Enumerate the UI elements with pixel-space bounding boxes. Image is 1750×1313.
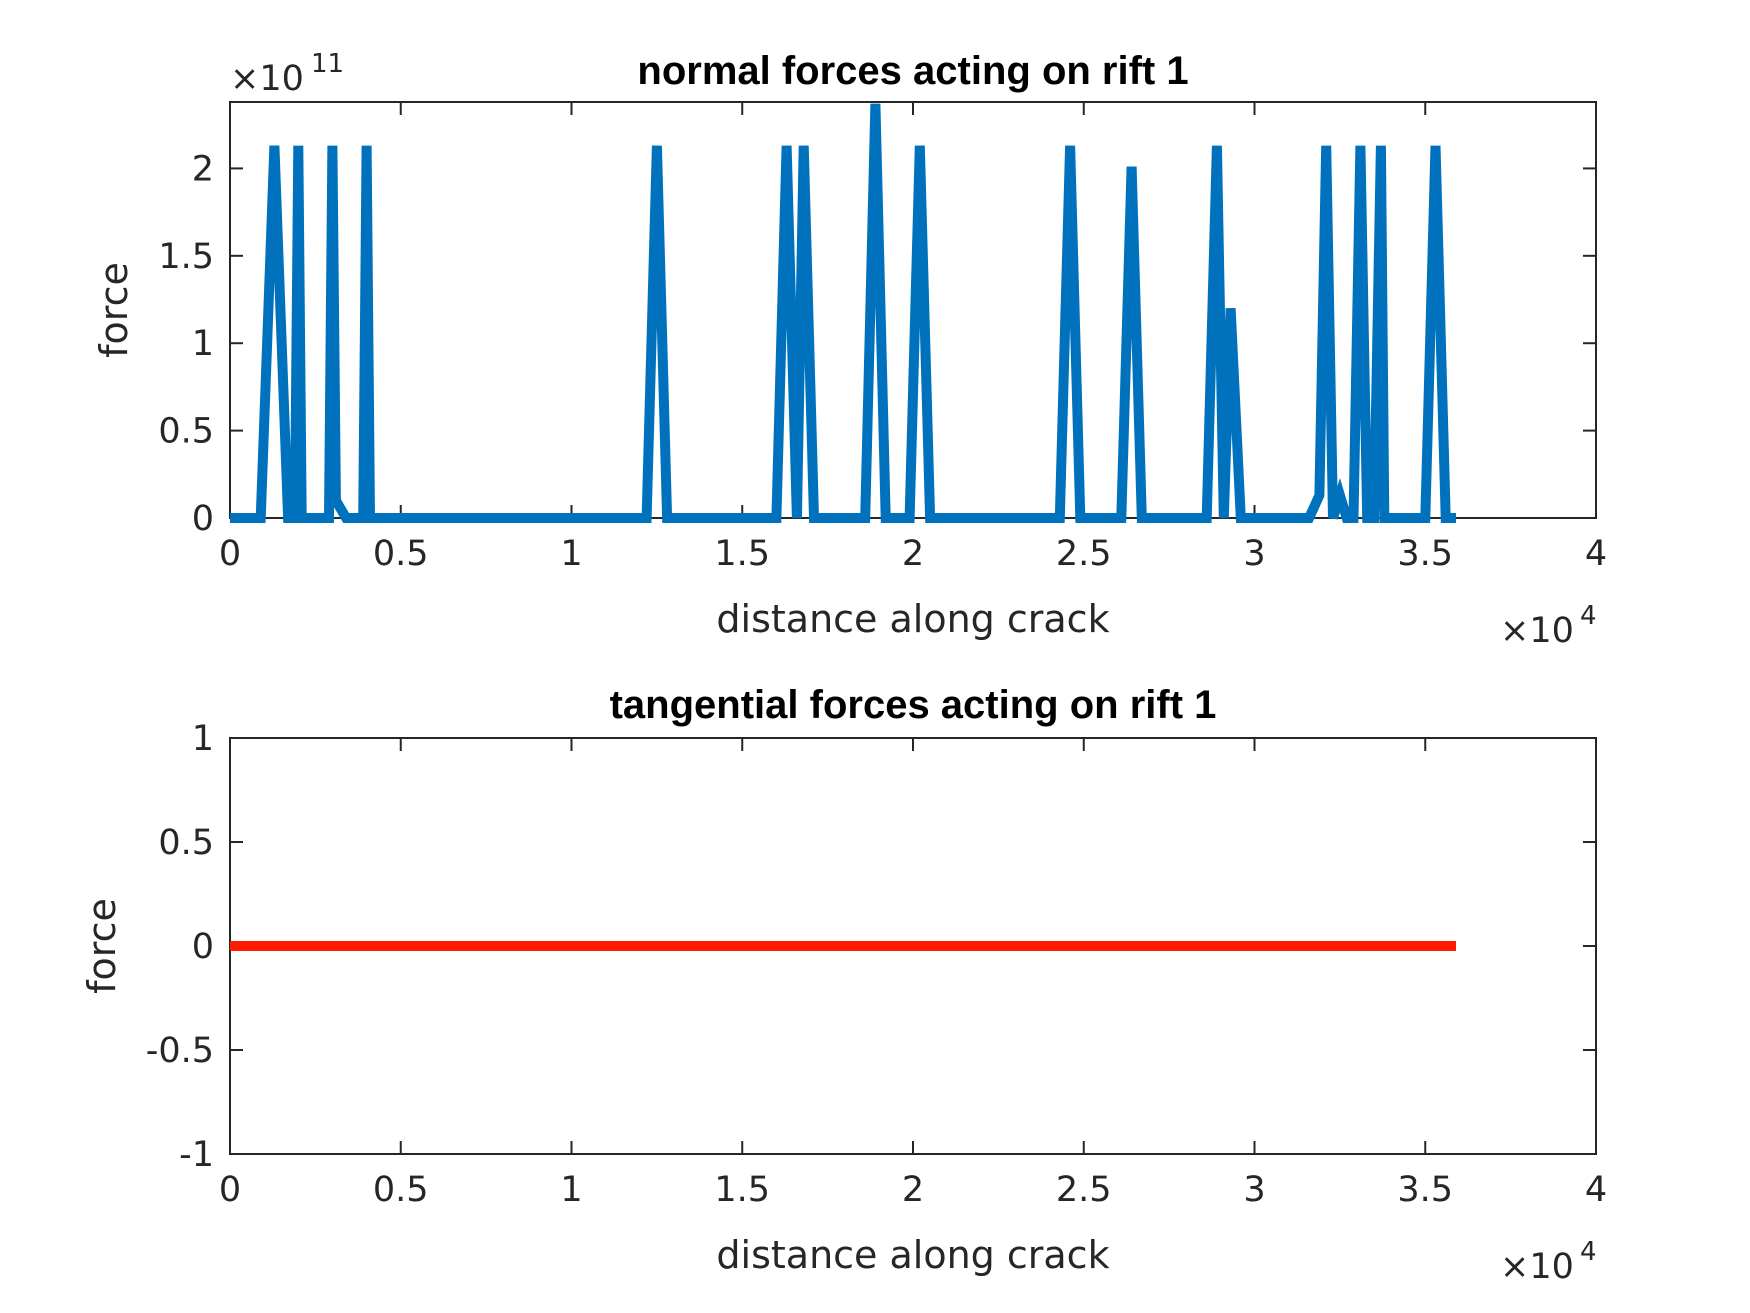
x-tick-label: 3.5 xyxy=(1397,534,1453,574)
x-tick-label: 0.5 xyxy=(373,534,429,574)
y-tick-label: 0.5 xyxy=(158,823,214,863)
y-tick-label: 1 xyxy=(192,324,214,364)
tangential-forces-xlabel: distance along crack xyxy=(716,1233,1109,1277)
y-tick-label: 1.5 xyxy=(158,237,214,277)
y-tick-label: 1 xyxy=(192,719,214,759)
tangential-forces-plot: 0 0.5 1 1.5 2 2.5 3 3.5 4 -1 -0.5 0 0.5 1 tangential … xyxy=(80,683,1607,1287)
tangential-forces-ticks: 0 0.5 1 1.5 2 2.5 3 3.5 4 -1 -0.5 0 0.5 1 xyxy=(146,719,1607,1210)
x-tick-label: 4 xyxy=(1585,1170,1607,1210)
y-exponent-base: ×10 xyxy=(230,59,304,99)
x-exponent-power: 4 xyxy=(1580,601,1597,631)
y-tick-label: 0 xyxy=(192,499,214,539)
x-tick-label: 0 xyxy=(219,534,241,574)
y-tick-label: 2 xyxy=(192,149,214,189)
normal-forces-y-exponent: ×10 11 xyxy=(230,49,344,99)
tangential-forces-x-exponent: ×10 4 xyxy=(1500,1237,1597,1287)
x-exponent-power: 4 xyxy=(1580,1237,1597,1267)
x-exponent-base: ×10 xyxy=(1500,611,1574,651)
y-tick-label: 0 xyxy=(192,927,214,967)
x-exponent-base: ×10 xyxy=(1500,1247,1574,1287)
x-tick-label: 3 xyxy=(1243,534,1265,574)
y-tick-label: -0.5 xyxy=(146,1031,214,1071)
normal-forces-plot: 0 0.5 1 1.5 2 2.5 3 3.5 4 0 0.5 1 1.5 2 normal forces… xyxy=(92,49,1607,651)
x-tick-label: 1 xyxy=(560,1170,582,1210)
x-tick-label: 3 xyxy=(1243,1170,1265,1210)
y-tick-label: 0.5 xyxy=(158,412,214,452)
x-tick-label: 1 xyxy=(560,534,582,574)
normal-forces-ylabel: force xyxy=(92,262,136,358)
y-exponent-power: 11 xyxy=(311,49,344,79)
x-tick-label: 2 xyxy=(902,1170,924,1210)
tangential-forces-ylabel: force xyxy=(80,898,124,994)
y-tick-label: -1 xyxy=(179,1135,214,1175)
x-tick-label: 1.5 xyxy=(714,534,770,574)
series-line xyxy=(230,103,1456,523)
normal-forces-title: normal forces acting on rift 1 xyxy=(637,49,1188,93)
x-tick-label: 1.5 xyxy=(714,1170,770,1210)
tangential-forces-title: tangential forces acting on rift 1 xyxy=(610,683,1217,727)
normal-forces-xlabel: distance along crack xyxy=(716,597,1109,641)
x-tick-label: 4 xyxy=(1585,534,1607,574)
x-tick-label: 3.5 xyxy=(1397,1170,1453,1210)
normal-forces-ticks: 0 0.5 1 1.5 2 2.5 3 3.5 4 0 0.5 1 1.5 2 xyxy=(158,102,1607,574)
x-tick-label: 0.5 xyxy=(373,1170,429,1210)
x-tick-label: 2.5 xyxy=(1056,1170,1112,1210)
normal-forces-series xyxy=(230,103,1456,523)
x-tick-label: 2 xyxy=(902,534,924,574)
x-tick-label: 2.5 xyxy=(1056,534,1112,574)
x-tick-label: 0 xyxy=(219,1170,241,1210)
normal-forces-x-exponent: ×10 4 xyxy=(1500,601,1597,651)
